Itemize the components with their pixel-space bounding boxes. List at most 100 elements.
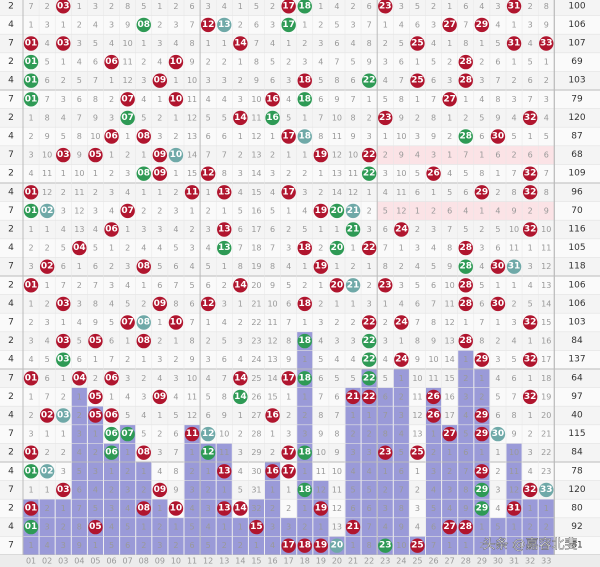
miss-count: 3 (157, 448, 162, 457)
ball-number: 23 (379, 1, 392, 11)
miss-count: 2 (173, 2, 178, 11)
miss-count: 3 (286, 430, 291, 439)
miss-count: 13 (541, 281, 551, 290)
miss-count: 31 (251, 485, 261, 494)
miss-count: 4 (415, 262, 420, 271)
ball (539, 482, 554, 498)
miss-count: 1 (157, 318, 162, 327)
miss-count: 7 (463, 151, 468, 160)
ball-number: 22 (363, 336, 376, 346)
miss-count: 7 (463, 20, 468, 29)
ball (233, 278, 248, 293)
miss-count: 2 (157, 113, 162, 122)
miss-count: 11 (267, 318, 277, 327)
miss-count: 4 (415, 523, 420, 532)
row-total: 106 (568, 280, 585, 290)
miss-count: 5 (528, 299, 533, 308)
row-left: 7 (8, 485, 14, 495)
ball-number: 19 (315, 262, 328, 272)
ball (345, 389, 361, 405)
ball-number: 03 (57, 1, 70, 11)
miss-count: 1 (528, 337, 533, 346)
miss-count: 7 (367, 523, 372, 532)
ball-number: 03 (57, 39, 70, 49)
ball (522, 166, 538, 181)
miss-count: 1 (222, 206, 227, 215)
ball (168, 315, 184, 330)
ball (136, 445, 151, 460)
miss-count: 3 (399, 281, 404, 290)
miss-count: 2 (238, 318, 243, 327)
miss-count: 4 (351, 355, 356, 364)
miss-count: 5 (125, 411, 130, 420)
ball (56, 0, 71, 14)
ball-number: 13 (218, 225, 231, 235)
footer-label: 07 (123, 557, 133, 566)
miss-count: 1 (141, 151, 146, 160)
ball-number: 18 (298, 485, 311, 495)
miss-count: 11 (74, 188, 84, 197)
miss-count: 1 (479, 206, 484, 215)
miss-count: 14 (187, 151, 197, 160)
ball (297, 240, 312, 256)
miss-count: 6 (383, 392, 388, 401)
miss-count: 5 (286, 113, 291, 122)
ball-number: 32 (524, 169, 537, 179)
miss-count: 1 (334, 225, 339, 234)
miss-count: 13 (187, 132, 197, 141)
ball-number: 12 (202, 169, 215, 179)
ball (361, 147, 377, 163)
ball-number: 12 (202, 429, 215, 439)
miss-count: 1 (109, 76, 114, 85)
ball-number: 32 (524, 355, 537, 365)
ball (458, 73, 473, 88)
miss-count: 2 (528, 2, 533, 11)
miss-count: 6 (206, 411, 211, 420)
ball (458, 278, 473, 293)
miss-count: 8 (463, 485, 468, 494)
miss-count: 2 (302, 411, 307, 420)
miss-count: 2 (45, 448, 50, 457)
miss-count: 1 (238, 411, 243, 420)
miss-count: 1 (141, 467, 146, 476)
miss-count: 9 (334, 95, 339, 104)
miss-count: 3 (431, 467, 436, 476)
ball (23, 203, 39, 219)
miss-count: 2 (270, 448, 275, 457)
miss-count: 3 (29, 337, 34, 346)
row-left: 2 (8, 1, 14, 11)
ball-number: 16 (266, 411, 279, 421)
ball-number: 08 (137, 448, 150, 458)
miss-count: 3 (238, 337, 243, 346)
miss-count: 2 (77, 281, 82, 290)
miss-count: 6 (415, 299, 420, 308)
ball-number: 08 (137, 169, 150, 179)
miss-count: 1 (544, 58, 549, 67)
miss-count: 15 (187, 169, 197, 178)
ball-number: 02 (41, 206, 54, 216)
miss-count: 1 (351, 299, 356, 308)
miss-count: 11 (509, 244, 519, 253)
miss-count: 1 (318, 2, 323, 11)
miss-count: 2 (479, 541, 484, 550)
row-left: 7 (8, 541, 14, 551)
ball-number: 22 (363, 392, 376, 402)
miss-count: 12 (348, 188, 358, 197)
miss-count: 5 (399, 39, 404, 48)
miss-count: 7 (93, 76, 98, 85)
miss-count: 6 (173, 430, 178, 439)
miss-count: 3 (238, 169, 243, 178)
miss-count: 1 (528, 411, 533, 420)
ball (39, 203, 55, 219)
ball-number: 32 (524, 318, 537, 328)
ball-number: 33 (540, 39, 553, 49)
miss-count: 1 (479, 39, 484, 48)
ball (200, 166, 216, 181)
ball-number: 28 (459, 76, 472, 86)
ball-number: 29 (476, 411, 489, 421)
ball-number: 08 (137, 504, 150, 514)
miss-count: 7 (238, 244, 243, 253)
miss-count: 7 (431, 541, 436, 550)
ball-number: 07 (121, 113, 134, 123)
miss-count: 2 (447, 132, 452, 141)
